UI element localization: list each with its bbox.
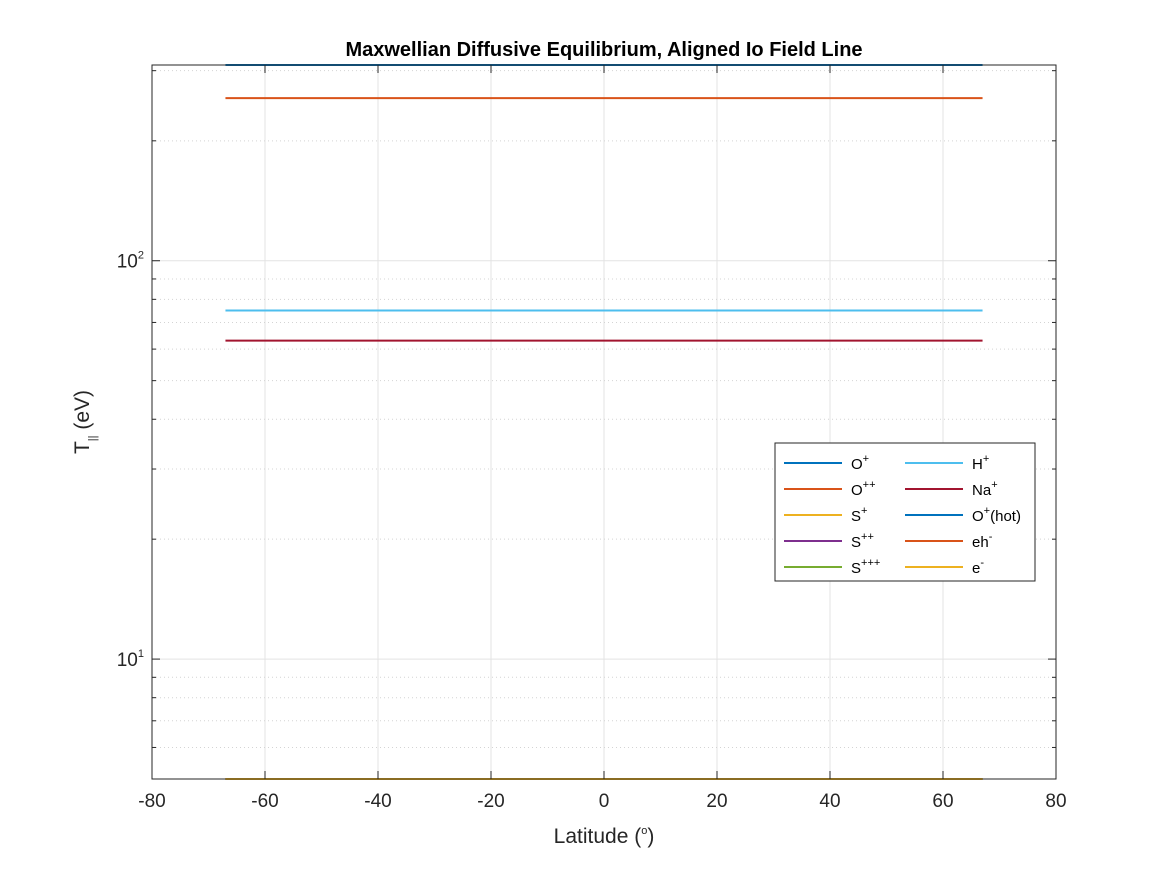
x-tick-label: -40 <box>364 791 391 812</box>
x-tick-label: -60 <box>251 791 278 812</box>
legend-entry: S+++ <box>851 557 880 577</box>
x-axis-label-tail: ) <box>647 825 654 848</box>
legend-entry-sup: ++ <box>863 479 876 491</box>
y-tick-label-base: 10 <box>117 252 138 273</box>
legend-entry: eh- <box>972 531 993 551</box>
x-tick-label: 0 <box>599 791 610 812</box>
legend-entry: O+(hot) <box>972 505 1021 525</box>
legend-entry-sup: + <box>861 505 867 517</box>
y-tick-label: 101 <box>117 648 144 671</box>
y-axis-label-main: T <box>71 441 94 454</box>
chart-title: Maxwellian Diffusive Equilibrium, Aligne… <box>345 39 862 61</box>
legend-entry-sup: + <box>991 479 997 491</box>
legend-entry-tail: (hot) <box>990 508 1021 525</box>
legend-entry: S+ <box>851 505 867 525</box>
x-tick-label: 80 <box>1045 791 1066 812</box>
y-tick-label: 102 <box>117 250 144 273</box>
y-axis-label-tail: (eV) <box>71 390 94 436</box>
x-axis-label-sup: o <box>641 825 647 837</box>
legend-entry-sup: +++ <box>861 557 880 569</box>
x-tick-label: -20 <box>477 791 504 812</box>
y-tick-label-exp: 2 <box>138 250 144 262</box>
legend-entry: Na+ <box>972 479 998 499</box>
x-axis-label: Latitude (o) <box>554 825 655 848</box>
y-tick-label-base: 10 <box>117 650 138 671</box>
legend-entry-sup: + <box>983 453 989 465</box>
y-axis-label-sub: || <box>87 435 99 441</box>
legend-entry: O++ <box>851 479 876 499</box>
y-tick-label-exp: 1 <box>138 648 144 660</box>
legend-entry-name: S <box>851 534 861 551</box>
legend-entry-name: O <box>851 456 863 473</box>
y-axis-label: T|| (eV) <box>71 390 99 454</box>
legend-entry: H+ <box>972 453 989 473</box>
x-tick-label: 40 <box>819 791 840 812</box>
grid <box>152 65 1056 780</box>
legend-entry-sup: - <box>989 531 993 543</box>
legend-entry: O+ <box>851 453 869 473</box>
legend-entry-name: O <box>972 508 984 525</box>
legend-entry-name: S <box>851 508 861 525</box>
legend-entry-name: e <box>972 560 980 577</box>
x-tick-label: 20 <box>706 791 727 812</box>
legend-entry-sup: + <box>863 453 869 465</box>
x-tick-label: 60 <box>932 791 953 812</box>
legend-entry: e- <box>972 557 984 577</box>
legend: O+O++S+S++S+++H+Na+O+(hot)eh-e- <box>774 442 1036 582</box>
legend-entry-name: H <box>972 456 983 473</box>
legend-entry-name: Na <box>972 482 992 499</box>
ticks <box>151 65 1057 780</box>
x-tick-label: -80 <box>138 791 165 812</box>
legend-entry-name: O <box>851 482 863 499</box>
legend-entry-sup: ++ <box>861 531 874 543</box>
legend-entry-sup: - <box>980 557 984 569</box>
legend-entry-name: S <box>851 560 861 577</box>
legend-entry-sup: + <box>984 505 990 517</box>
x-axis-label-main: Latitude ( <box>554 825 642 848</box>
legend-entry: S++ <box>851 531 874 551</box>
legend-entry-name: eh <box>972 534 989 551</box>
legend-box <box>774 442 1036 582</box>
